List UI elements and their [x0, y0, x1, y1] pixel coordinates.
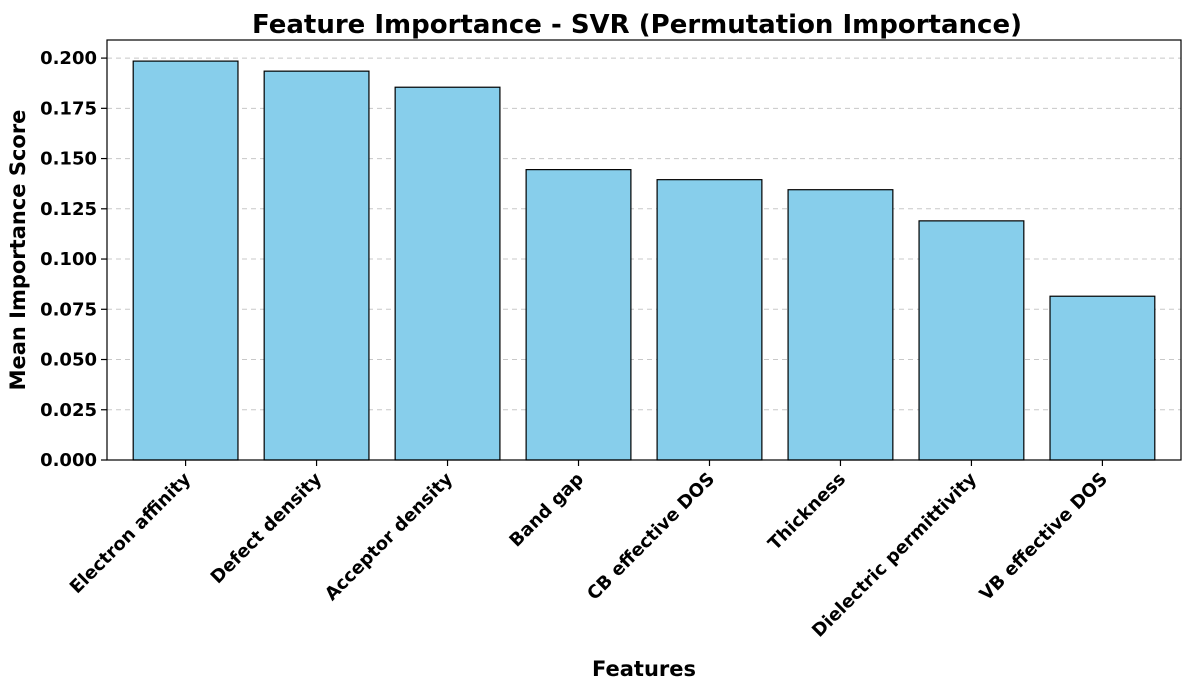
y-tick-label: 0.150	[40, 149, 97, 170]
bar	[263, 70, 370, 461]
y-tick-label: 0.025	[40, 400, 97, 421]
x-axis-label: Features	[592, 657, 696, 681]
x-tick-label: Defect density	[207, 468, 327, 588]
bars	[132, 60, 1156, 461]
y-axis-ticks: 0.000 0.025 0.050 0.075 0.100 0.125 0.150 0.175…	[40, 48, 107, 471]
x-tick-label: CB effective DOS	[583, 469, 719, 605]
bar	[525, 169, 632, 461]
bar	[918, 220, 1025, 461]
x-axis-ticks: Electron affinity Defect densityAcceptor …	[66, 460, 1112, 642]
bar	[1049, 295, 1156, 461]
chart-title: Feature Importance - SVR (Permutation Im…	[252, 10, 1022, 40]
y-tick-label: 0.000	[40, 450, 97, 471]
x-tick-label: Electron affinity	[66, 469, 195, 598]
y-tick-label: 0.125	[40, 199, 97, 220]
bar	[394, 86, 501, 461]
y-tick-label: 0.100	[40, 249, 97, 270]
x-tick-label: Band gap	[505, 469, 588, 552]
y-tick-label: 0.050	[40, 350, 97, 371]
y-tick-label: 0.200	[40, 48, 97, 69]
x-tick-label: Acceptor density	[321, 468, 457, 604]
bar	[787, 189, 894, 461]
y-axis-label: Mean Importance Score	[6, 110, 30, 391]
y-tick-label: 0.075	[40, 299, 97, 320]
x-tick-label: Thickness	[764, 469, 850, 555]
bar	[132, 60, 239, 461]
plot-frame	[106, 39, 1182, 461]
y-tick-label: 0.175	[40, 98, 97, 119]
bar	[656, 179, 763, 461]
x-tick-label: VB effective DOS	[976, 469, 1112, 605]
